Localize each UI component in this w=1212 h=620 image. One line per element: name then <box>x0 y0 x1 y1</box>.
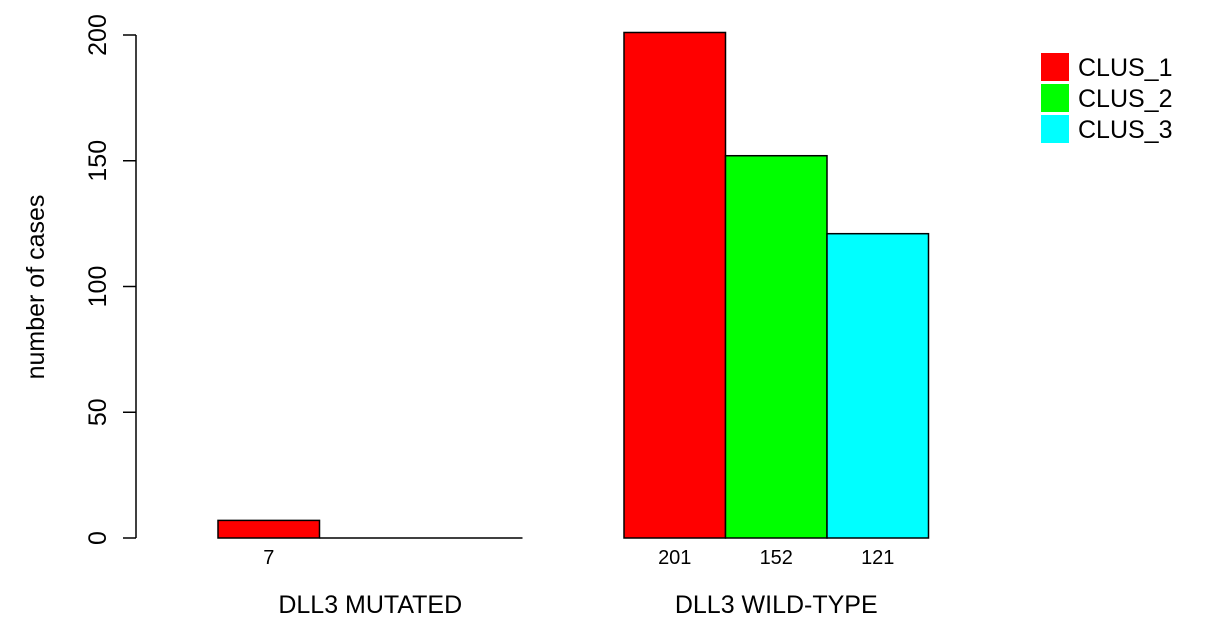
bar <box>826 232 930 539</box>
bar <box>217 519 321 539</box>
y-tick-label: 150 <box>84 140 112 182</box>
y-axis-label: number of cases <box>22 195 50 380</box>
y-tick-label: 200 <box>84 14 112 56</box>
bar-value-label: 121 <box>861 547 894 569</box>
bars <box>217 31 930 539</box>
category-labels: DLL3 MUTATED DLL3 WILD-TYPE <box>278 591 877 619</box>
bar-value-labels: 7 201 152 121 <box>263 547 894 569</box>
legend-swatch <box>1041 115 1069 143</box>
legend-label: CLUS_2 <box>1078 85 1173 113</box>
legend-swatch <box>1041 53 1069 81</box>
legend-label: CLUS_3 <box>1078 116 1173 144</box>
legend-swatch <box>1041 84 1069 112</box>
category-label: DLL3 WILD-TYPE <box>675 591 878 619</box>
y-axis: 0 50 100 150 200 <box>84 14 137 545</box>
bar-value-label: 201 <box>658 547 691 569</box>
bar <box>623 31 727 539</box>
y-tick-label: 50 <box>84 398 112 426</box>
bar <box>724 154 828 539</box>
legend-label: CLUS_1 <box>1078 54 1173 82</box>
bar-value-label: 7 <box>263 547 274 569</box>
category-label: DLL3 MUTATED <box>278 591 462 619</box>
y-tick-label: 0 <box>84 531 112 545</box>
y-tick-label: 100 <box>84 266 112 308</box>
bar-value-label: 152 <box>760 547 793 569</box>
legend: CLUS_1 CLUS_2 CLUS_3 <box>1041 53 1173 144</box>
